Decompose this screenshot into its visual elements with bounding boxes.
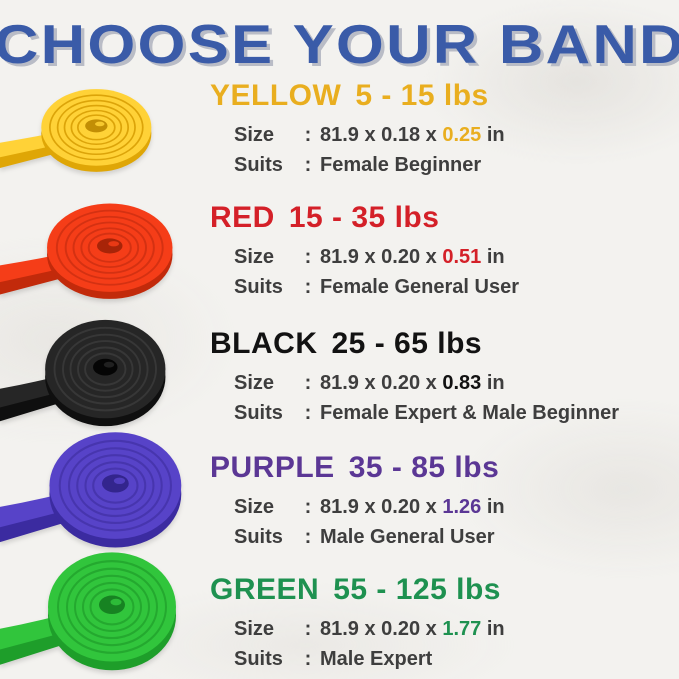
- band-weight-range: 5 - 15 lbs: [355, 79, 489, 112]
- band-details: Size:81.9 x 0.18 x 0.25 in Suits: Female …: [210, 120, 675, 180]
- band-heading: BLACK 25 - 65 lbs: [210, 326, 675, 362]
- size-thickness: 0.51: [442, 246, 482, 268]
- band-details: Size:81.9 x 0.20 x 0.83 in Suits: Female …: [210, 368, 675, 428]
- purple-band-coil-icon: [0, 432, 182, 548]
- size-dimensions: 81.9 x 0.20 x: [320, 372, 437, 394]
- colon: :: [304, 526, 312, 548]
- suits-label: Suits: [234, 402, 283, 424]
- suits-row: Suits: Male Expert: [234, 644, 675, 674]
- band-section-black: BLACK 25 - 65 lbs Size:81.9 x 0.20 x 0.83…: [210, 326, 675, 428]
- red-band-coil-icon: [0, 203, 173, 299]
- size-thickness: 0.83: [442, 372, 482, 394]
- suits-label: Suits: [234, 648, 283, 670]
- size-label: Size: [234, 246, 275, 268]
- size-label: Size: [234, 496, 275, 518]
- size-dimensions: 81.9 x 0.20 x: [320, 618, 437, 640]
- band-name: RED: [210, 201, 275, 234]
- size-thickness: 0.25: [442, 124, 482, 146]
- band-details: Size:81.9 x 0.20 x 0.51 in Suits: Female …: [210, 242, 675, 302]
- band-name: YELLOW: [210, 79, 342, 112]
- size-row: Size:81.9 x 0.20 x 0.83 in: [234, 368, 675, 398]
- suits-value: Female General User: [320, 276, 519, 298]
- band-weight-range: 25 - 65 lbs: [331, 327, 483, 360]
- colon: :: [304, 124, 312, 146]
- size-dimensions: 81.9 x 0.18 x: [320, 124, 437, 146]
- band-weight-range: 15 - 35 lbs: [288, 201, 440, 234]
- colon: :: [304, 372, 312, 394]
- size-row: Size:81.9 x 0.18 x 0.25 in: [234, 120, 675, 150]
- size-row: Size:81.9 x 0.20 x 1.77 in: [234, 614, 675, 644]
- colon: :: [304, 276, 312, 298]
- size-label: Size: [234, 372, 275, 394]
- page-title: CHOOSE YOUR BAND: [0, 13, 679, 75]
- band-section-yellow: YELLOW 5 - 15 lbs Size:81.9 x 0.18 x 0.25…: [210, 78, 675, 180]
- suits-row: Suits: Female Expert & Male Beginner: [234, 398, 675, 428]
- band-section-red: RED 15 - 35 lbs Size:81.9 x 0.20 x 0.51 i…: [210, 200, 675, 302]
- band-image-green: [0, 548, 200, 679]
- band-heading: GREEN 55 - 125 lbs: [210, 572, 675, 608]
- suits-row: Suits: Male General User: [234, 522, 675, 552]
- size-label: Size: [234, 124, 275, 146]
- size-row: Size:81.9 x 0.20 x 0.51 in: [234, 242, 675, 272]
- size-row: Size:81.9 x 0.20 x 1.26 in: [234, 492, 675, 522]
- suits-row: Suits: Female General User: [234, 272, 675, 302]
- band-name: PURPLE: [210, 451, 335, 484]
- colon: :: [304, 648, 312, 670]
- band-name: GREEN: [210, 573, 320, 606]
- band-weight-range: 35 - 85 lbs: [348, 451, 500, 484]
- colon: :: [304, 496, 312, 518]
- band-heading: RED 15 - 35 lbs: [210, 200, 675, 236]
- suits-label: Suits: [234, 276, 283, 298]
- colon: :: [304, 154, 312, 176]
- size-label: Size: [234, 618, 275, 640]
- band-image-purple: [0, 428, 206, 556]
- suits-label: Suits: [234, 526, 283, 548]
- size-thickness: 1.26: [442, 496, 482, 518]
- size-dimensions: 81.9 x 0.20 x: [320, 496, 437, 518]
- size-unit: in: [486, 618, 505, 640]
- black-band-coil-icon: [0, 319, 166, 427]
- band-weight-range: 55 - 125 lbs: [333, 573, 501, 606]
- suits-value: Female Beginner: [320, 154, 482, 176]
- colon: :: [304, 618, 312, 640]
- band-image-red: [0, 200, 196, 306]
- band-name: BLACK: [210, 327, 318, 360]
- size-unit: in: [486, 246, 505, 268]
- band-heading: YELLOW 5 - 15 lbs: [210, 78, 675, 114]
- band-image-yellow: [0, 86, 172, 178]
- size-thickness: 1.77: [442, 618, 482, 640]
- colon: :: [304, 402, 312, 424]
- band-image-black: [0, 316, 188, 434]
- band-details: Size:81.9 x 0.20 x 1.26 in Suits: Male Ge…: [210, 492, 675, 552]
- suits-value: Male General User: [320, 526, 495, 548]
- band-section-green: GREEN 55 - 125 lbs Size:81.9 x 0.20 x 1.7…: [210, 572, 675, 674]
- size-unit: in: [486, 372, 505, 394]
- size-dimensions: 81.9 x 0.20 x: [320, 246, 437, 268]
- band-details: Size:81.9 x 0.20 x 1.77 in Suits: Male Ex…: [210, 614, 675, 674]
- suits-row: Suits: Female Beginner: [234, 150, 675, 180]
- suits-value: Male Expert: [320, 648, 433, 670]
- suits-value: Female Expert & Male Beginner: [320, 402, 619, 424]
- band-heading: PURPLE 35 - 85 lbs: [210, 450, 675, 486]
- page-header: CHOOSE YOUR BAND: [0, 12, 679, 76]
- yellow-band-coil-icon: [0, 89, 152, 172]
- green-band-coil-icon: [0, 552, 176, 671]
- size-unit: in: [486, 124, 505, 146]
- band-section-purple: PURPLE 35 - 85 lbs Size:81.9 x 0.20 x 1.2…: [210, 450, 675, 552]
- colon: :: [304, 246, 312, 268]
- size-unit: in: [486, 496, 505, 518]
- suits-label: Suits: [234, 154, 283, 176]
